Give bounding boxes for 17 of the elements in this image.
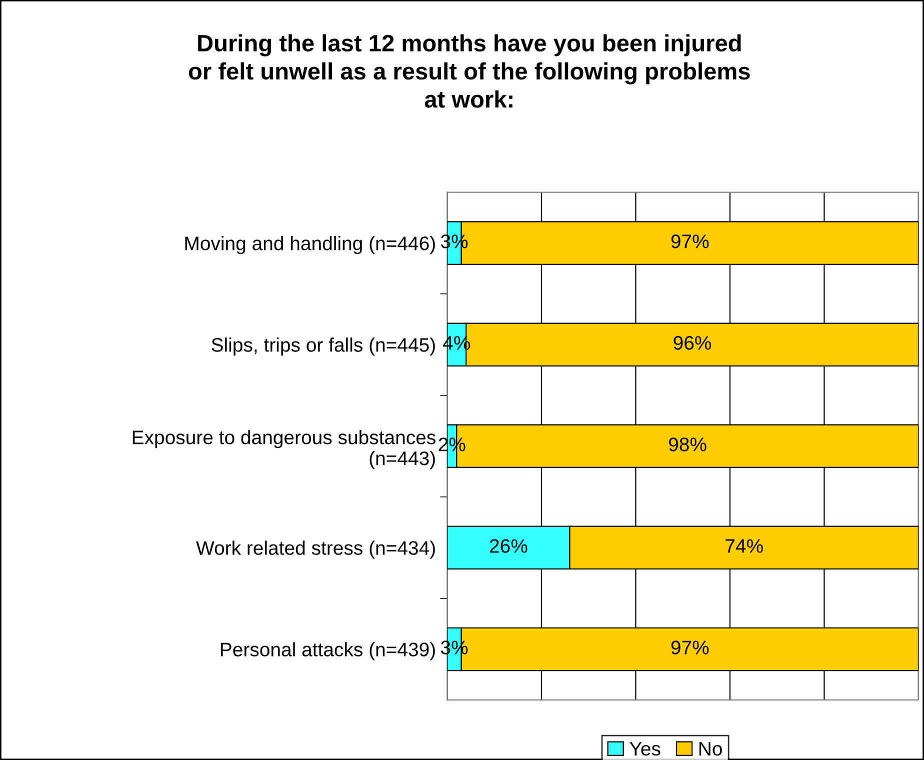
legend-label: Yes [630, 742, 660, 756]
data-label: 97% [671, 640, 709, 654]
y-tick-label: Exposure to dangerous substances (n=443) [132, 430, 436, 470]
data-label: 97% [671, 234, 709, 248]
y-tick-label: Slips, trips or falls (n=445) [212, 338, 435, 356]
y-tick-label: Personal attacks (n=439) [221, 642, 435, 660]
y-tick-label: Work related stress (n=434) [196, 540, 435, 559]
data-label: 3% [440, 640, 468, 654]
data-label: 74% [726, 539, 763, 553]
chart-title: During the last 12 months have you been injured or felt unwell as a result of the following problems at work: [188, 34, 750, 108]
data-label: 2% [438, 438, 466, 452]
data-label: 98% [669, 438, 706, 452]
data-label: 96% [674, 336, 712, 350]
legend-label: No [699, 742, 722, 756]
data-label: 26% [490, 539, 528, 553]
data-label: 3% [440, 234, 468, 248]
y-tick-label: Moving and handling (n=446) [185, 236, 435, 254]
